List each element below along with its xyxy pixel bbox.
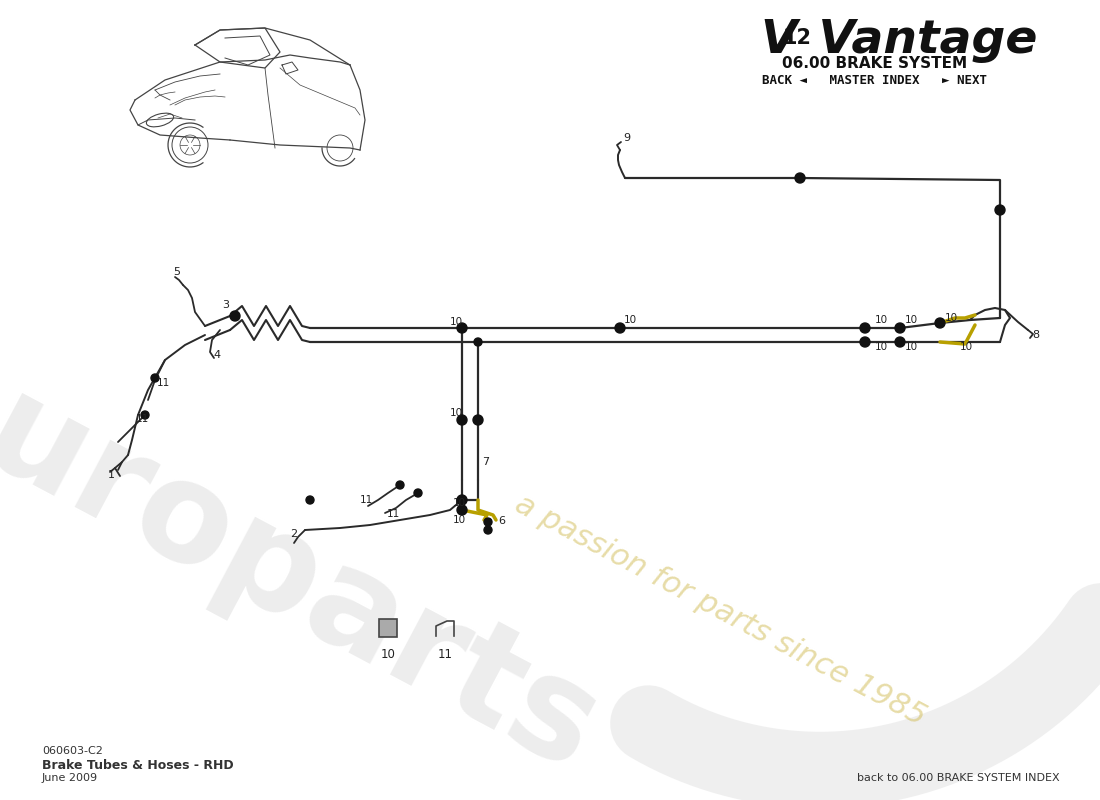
Text: 3: 3	[222, 300, 229, 310]
Text: 10: 10	[874, 315, 888, 325]
Text: 5: 5	[173, 267, 180, 277]
Text: 12: 12	[783, 28, 812, 48]
Circle shape	[484, 526, 492, 534]
Circle shape	[484, 518, 492, 526]
Text: 9: 9	[623, 133, 630, 143]
Text: 7: 7	[482, 457, 490, 467]
Text: 4: 4	[213, 350, 220, 360]
Text: 11: 11	[136, 414, 150, 424]
Bar	[379, 619, 397, 637]
Text: back to 06.00 BRAKE SYSTEM INDEX: back to 06.00 BRAKE SYSTEM INDEX	[857, 773, 1060, 783]
Text: 10: 10	[453, 498, 466, 508]
Text: 10: 10	[381, 648, 395, 661]
Text: 060603-C2: 060603-C2	[42, 746, 103, 756]
Text: europarts: europarts	[0, 320, 620, 800]
Circle shape	[456, 495, 468, 505]
Circle shape	[895, 323, 905, 333]
Text: 1: 1	[108, 470, 115, 480]
Circle shape	[456, 415, 468, 425]
Text: 11: 11	[438, 648, 452, 661]
Circle shape	[860, 337, 870, 347]
Text: Brake Tubes & Hoses - RHD: Brake Tubes & Hoses - RHD	[42, 759, 233, 772]
Text: 10: 10	[450, 408, 463, 418]
Text: 06.00 BRAKE SYSTEM: 06.00 BRAKE SYSTEM	[782, 56, 968, 71]
Circle shape	[996, 205, 1005, 215]
Text: 2: 2	[290, 529, 297, 539]
Circle shape	[141, 411, 149, 419]
Circle shape	[473, 415, 483, 425]
Circle shape	[414, 489, 422, 497]
Text: 10: 10	[874, 342, 888, 352]
Text: 11: 11	[157, 378, 170, 388]
Text: 10: 10	[453, 515, 466, 525]
Text: 10: 10	[624, 315, 637, 325]
Circle shape	[396, 481, 404, 489]
Circle shape	[230, 311, 240, 321]
Circle shape	[456, 323, 468, 333]
Circle shape	[860, 323, 870, 333]
Text: 10: 10	[960, 342, 974, 352]
Text: V: V	[760, 18, 796, 63]
Circle shape	[935, 318, 945, 328]
Circle shape	[306, 496, 313, 504]
Circle shape	[615, 323, 625, 333]
Circle shape	[795, 173, 805, 183]
Text: 10: 10	[905, 315, 918, 325]
Text: June 2009: June 2009	[42, 773, 98, 783]
Text: 11: 11	[360, 495, 373, 505]
Circle shape	[151, 374, 160, 382]
Text: 10: 10	[945, 313, 958, 323]
Circle shape	[456, 505, 468, 515]
Text: BACK ◄   MASTER INDEX   ► NEXT: BACK ◄ MASTER INDEX ► NEXT	[762, 74, 988, 87]
Text: 6: 6	[498, 516, 505, 526]
Text: 10: 10	[450, 317, 463, 327]
Circle shape	[474, 338, 482, 346]
Text: a passion for parts since 1985: a passion for parts since 1985	[509, 489, 931, 731]
Text: 8: 8	[1032, 330, 1040, 340]
Text: 10: 10	[905, 342, 918, 352]
Text: 11: 11	[387, 509, 400, 519]
Circle shape	[895, 337, 905, 347]
Text: Vantage: Vantage	[802, 18, 1037, 63]
